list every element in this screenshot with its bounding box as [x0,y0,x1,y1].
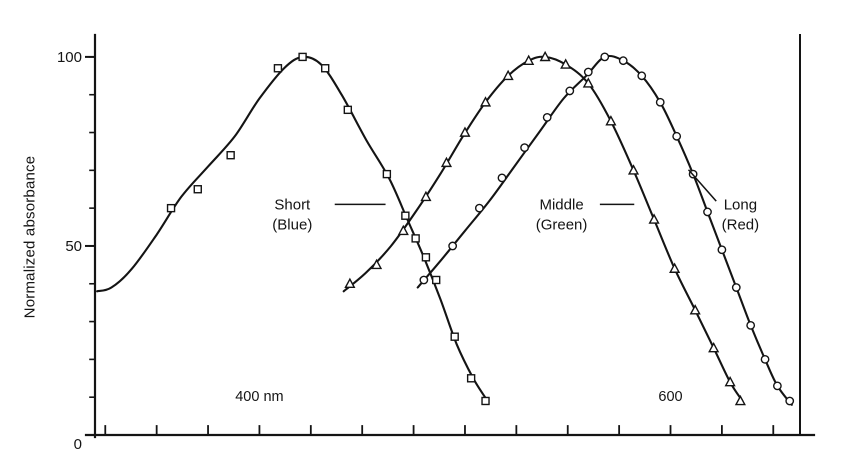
y-axis-title: Normalized absorbance [21,155,39,319]
marker-square [481,396,490,406]
marker-circle [703,207,712,217]
marker-triangle [479,96,492,107]
marker-circle [637,71,647,81]
marker-triangle [669,262,681,273]
marker-triangle [560,58,572,69]
y-tick-label: 50 [65,238,82,255]
curve-square [96,55,489,403]
marker-square [421,253,431,262]
annotation-leader-long-red [687,169,717,202]
marker-square [193,185,202,194]
marker-circle [717,245,727,255]
marker-circle [731,283,741,292]
marker-circle [419,275,429,285]
marker-square [431,275,441,285]
marker-circle [785,396,795,406]
marker-triangle [689,304,701,315]
marker-triangle [724,375,736,387]
marker-triangle [539,50,551,62]
marker-square [343,105,353,115]
marker-circle [772,381,782,391]
annotation-label-long-red: (Red) [722,216,760,233]
marker-circle [474,203,484,213]
marker-triangle [734,394,746,406]
marker-circle [542,113,552,122]
marker-triangle [523,54,535,65]
y-tick-label: 0 [74,436,82,453]
marker-square [298,52,307,62]
marker-circle [760,354,770,364]
x-axis-wavelength-label: 600 [658,389,682,405]
marker-triangle [648,213,660,224]
marker-circle [448,241,458,251]
marker-square [382,169,392,179]
annotation-label-long-red: Long [724,196,757,213]
marker-square [321,64,330,73]
annotation-label-short-blue: Short [274,196,311,213]
marker-square [401,211,410,220]
marker-circle [600,52,610,62]
annotation-label-middle-green: Middle [539,196,583,213]
marker-triangle [420,190,432,202]
marker-square [450,332,459,341]
marker-triangle [708,341,720,353]
annotation-label-middle-green: (Green) [536,216,588,233]
marker-triangle [397,224,409,236]
marker-triangle [582,77,594,88]
marker-circle [520,143,529,153]
marker-triangle [502,69,514,81]
annotation-label-short-blue: (Blue) [272,216,312,233]
curve-triangle [342,55,744,403]
marker-triangle [627,164,640,175]
marker-triangle [344,277,356,289]
marker-triangle [440,156,453,168]
marker-square [273,64,283,73]
marker-triangle [371,258,383,270]
marker-triangle [605,115,617,126]
marker-circle [583,67,593,77]
marker-circle [618,56,628,66]
marker-circle [672,131,682,141]
marker-square [226,151,235,160]
marker-square [411,234,420,243]
y-tick-label: 100 [57,49,82,66]
x-axis-wavelength-label: 400 nm [235,389,283,405]
marker-circle [746,320,756,330]
marker-circle [497,173,507,183]
marker-square [466,374,476,383]
marker-circle [655,97,665,107]
marker-triangle [459,126,471,137]
marker-circle [565,86,575,96]
marker-square [166,203,176,213]
